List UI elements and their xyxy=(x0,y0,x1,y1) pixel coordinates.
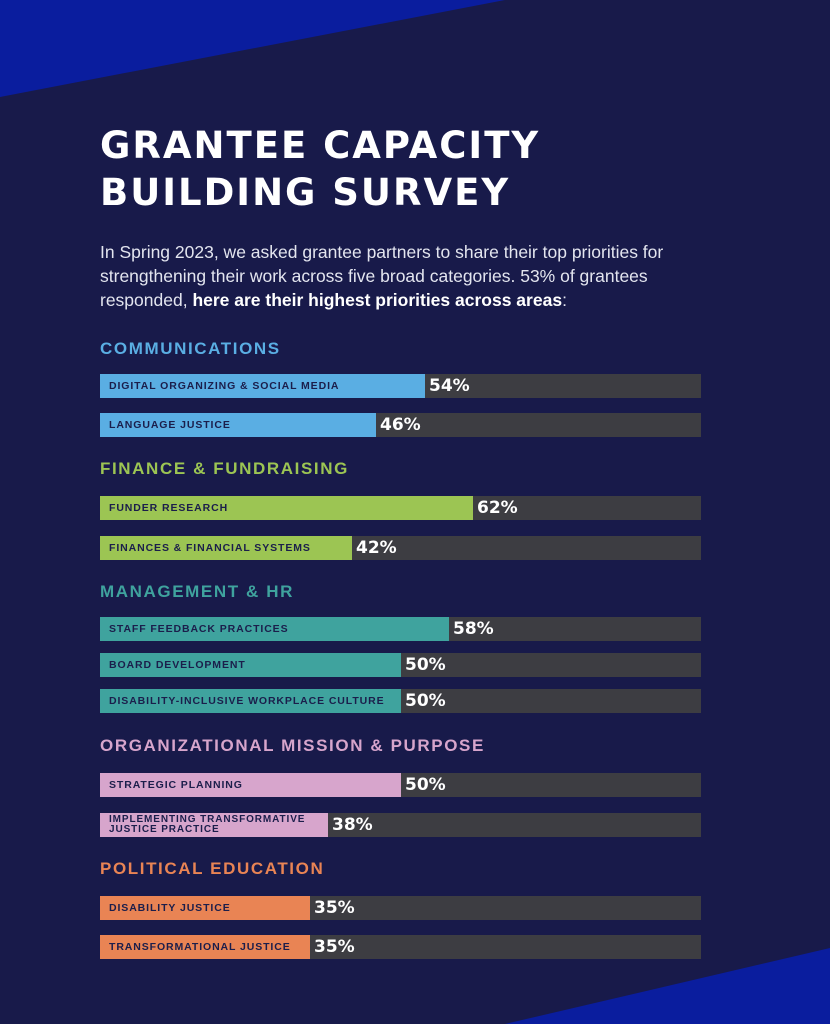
bar-value: 50% xyxy=(405,655,446,675)
bar-fill-digital-organizing-and-social-media: DIGITAL ORGANIZING & SOCIAL MEDIA xyxy=(100,374,425,398)
bar-label: DIGITAL ORGANIZING & SOCIAL MEDIA xyxy=(109,379,340,392)
bar-fill-board-development: BOARD DEVELOPMENT xyxy=(100,653,401,677)
category-heading-organizational-mission-and-purpose: ORGANIZATIONAL MISSION & PURPOSE xyxy=(100,736,485,755)
bar-value: 42% xyxy=(356,538,397,558)
title-line-1: GRANTEE CAPACITY xyxy=(100,124,541,167)
bar-label: DISABILITY-INCLUSIVE WORKPLACE CULTURE xyxy=(109,694,385,707)
bar-track-implementing-transformative-justice-practice: IMPLEMENTING TRANSFORMATIVE JUSTICE PRAC… xyxy=(100,813,701,837)
bar-value: 35% xyxy=(314,898,355,918)
bar-fill-language-justice: LANGUAGE JUSTICE xyxy=(100,413,376,437)
bar-label: TRANSFORMATIONAL JUSTICE xyxy=(109,940,291,953)
intro-colon: : xyxy=(562,290,567,310)
title-line-2: BUILDING SURVEY xyxy=(100,171,511,214)
bar-label: FINANCES & FINANCIAL SYSTEMS xyxy=(109,541,311,554)
bar-track-strategic-planning: STRATEGIC PLANNING 50% xyxy=(100,773,701,797)
intro-highlight: here are their highest priorities across… xyxy=(192,290,563,310)
page-title: GRANTEE CAPACITY BUILDING SURVEY xyxy=(100,122,700,216)
bar-label: DISABILITY JUSTICE xyxy=(109,901,231,914)
bar-track-board-development: BOARD DEVELOPMENT 50% xyxy=(100,653,701,677)
bar-fill-implementing-transformative-justice-practice: IMPLEMENTING TRANSFORMATIVE JUSTICE PRAC… xyxy=(100,813,328,837)
bar-fill-finances-and-financial-systems: FINANCES & FINANCIAL SYSTEMS xyxy=(100,536,352,560)
bar-value: 50% xyxy=(405,691,446,711)
bar-track-finances-and-financial-systems: FINANCES & FINANCIAL SYSTEMS 42% xyxy=(100,536,701,560)
bar-fill-disability-inclusive-workplace-culture: DISABILITY-INCLUSIVE WORKPLACE CULTURE xyxy=(100,689,401,713)
bar-label: BOARD DEVELOPMENT xyxy=(109,658,246,671)
bar-value: 54% xyxy=(429,376,470,396)
bar-track-staff-feedback-practices: STAFF FEEDBACK PRACTICES 58% xyxy=(100,617,701,641)
bar-value: 62% xyxy=(477,498,518,518)
bar-value: 38% xyxy=(332,815,373,835)
bar-fill-staff-feedback-practices: STAFF FEEDBACK PRACTICES xyxy=(100,617,449,641)
bar-value: 46% xyxy=(380,415,421,435)
intro-paragraph: In Spring 2023, we asked grantee partner… xyxy=(100,240,740,312)
bar-label: IMPLEMENTING TRANSFORMATIVE JUSTICE PRAC… xyxy=(109,814,306,835)
bar-label: STRATEGIC PLANNING xyxy=(109,778,243,791)
bar-track-disability-inclusive-workplace-culture: DISABILITY-INCLUSIVE WORKPLACE CULTURE 50… xyxy=(100,689,701,713)
bar-label: FUNDER RESEARCH xyxy=(109,501,229,514)
category-heading-management-and-hr: MANAGEMENT & HR xyxy=(100,582,294,601)
bar-value: 58% xyxy=(453,619,494,639)
bar-value: 35% xyxy=(314,937,355,957)
bar-track-transformational-justice: TRANSFORMATIONAL JUSTICE 35% xyxy=(100,935,701,959)
category-heading-finance-and-fundraising: FINANCE & FUNDRAISING xyxy=(100,459,349,478)
bar-label: STAFF FEEDBACK PRACTICES xyxy=(109,622,289,635)
bar-fill-disability-justice: DISABILITY JUSTICE xyxy=(100,896,310,920)
category-heading-communications: COMMUNICATIONS xyxy=(100,339,281,358)
bar-value: 50% xyxy=(405,775,446,795)
intro-text: In Spring 2023, we asked grantee partner… xyxy=(100,242,664,310)
bar-fill-transformational-justice: TRANSFORMATIONAL JUSTICE xyxy=(100,935,310,959)
bar-fill-funder-research: FUNDER RESEARCH xyxy=(100,496,473,520)
bar-track-funder-research: FUNDER RESEARCH 62% xyxy=(100,496,701,520)
bar-track-language-justice: LANGUAGE JUSTICE 46% xyxy=(100,413,701,437)
bar-track-disability-justice: DISABILITY JUSTICE 35% xyxy=(100,896,701,920)
category-heading-political-education: POLITICAL EDUCATION xyxy=(100,859,325,878)
bar-track-digital-organizing-and-social-media: DIGITAL ORGANIZING & SOCIAL MEDIA 54% xyxy=(100,374,701,398)
bar-fill-strategic-planning: STRATEGIC PLANNING xyxy=(100,773,401,797)
bar-label: LANGUAGE JUSTICE xyxy=(109,418,231,431)
